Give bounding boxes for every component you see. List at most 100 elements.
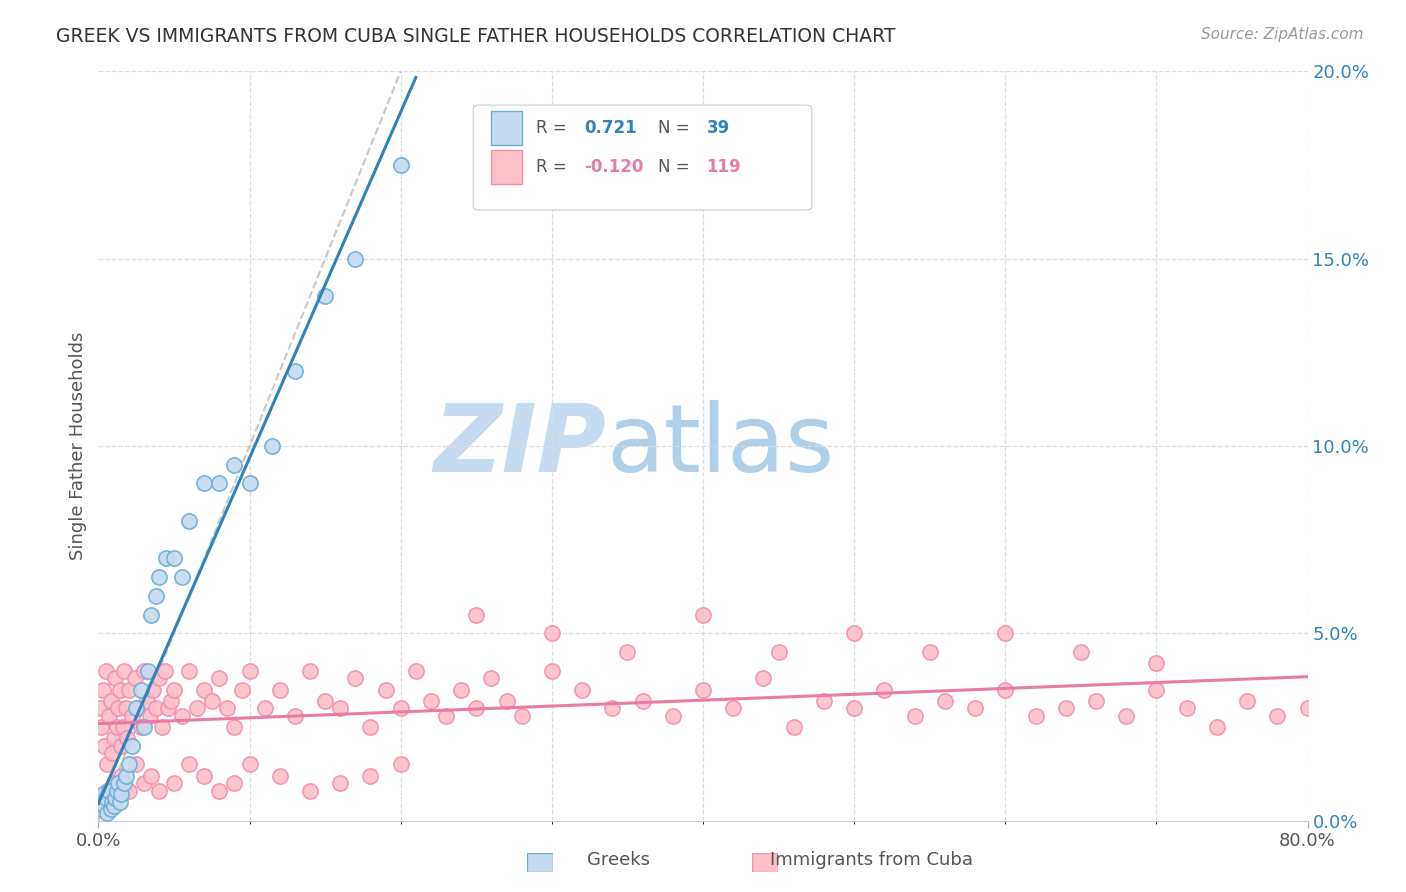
Point (100, 802, 122, 816)
Point (239, 664, 262, 678)
Point (127, 701, 149, 715)
Point (1024, 708, 1046, 723)
Point (129, 720, 152, 734)
Point (389, 158, 412, 172)
Bar (492, 150, 522, 184)
Point (179, 664, 201, 678)
Point (1206, 720, 1229, 734)
Point (208, 783, 231, 797)
Point (156, 701, 179, 715)
Point (495, 694, 517, 708)
Text: 39: 39 (707, 120, 730, 137)
Point (193, 476, 215, 491)
Point (465, 701, 488, 715)
Point (110, 769, 132, 783)
Point (360, 769, 382, 783)
Point (314, 289, 336, 303)
Text: Immigrants from Cuba: Immigrants from Cuba (770, 851, 973, 869)
Point (105, 720, 128, 734)
Text: 119: 119 (707, 158, 741, 177)
Point (239, 757, 262, 772)
Point (98, 783, 121, 797)
Point (661, 708, 683, 723)
Point (100, 694, 122, 708)
Text: N =: N = (658, 158, 690, 177)
Point (150, 720, 173, 734)
Point (104, 671, 127, 685)
Point (231, 682, 253, 697)
Point (121, 708, 143, 723)
Point (91, 682, 114, 697)
Bar (492, 112, 522, 145)
Point (90, 802, 112, 816)
Point (148, 783, 170, 797)
Point (344, 671, 367, 685)
Point (103, 798, 125, 813)
Point (139, 708, 162, 723)
Point (112, 664, 135, 678)
Point (299, 664, 322, 678)
Point (450, 682, 472, 697)
Point (118, 783, 141, 797)
Point (239, 476, 262, 491)
FancyBboxPatch shape (474, 105, 811, 210)
Point (844, 701, 866, 715)
Point (163, 776, 186, 790)
Point (132, 720, 155, 734)
Point (844, 626, 866, 640)
Point (132, 664, 155, 678)
Point (96, 783, 118, 797)
Point (965, 701, 987, 715)
Point (314, 694, 336, 708)
Point (752, 671, 775, 685)
Point (89, 795, 111, 809)
Point (994, 682, 1017, 697)
Point (420, 694, 443, 708)
Point (1070, 645, 1092, 659)
Point (125, 701, 148, 715)
Point (93, 798, 115, 813)
Point (224, 458, 246, 472)
Point (540, 626, 562, 640)
Point (114, 701, 136, 715)
Text: Greeks: Greeks (588, 851, 650, 869)
Point (1175, 701, 1198, 715)
Point (124, 671, 146, 685)
Point (193, 682, 215, 697)
Point (510, 708, 533, 723)
Point (145, 701, 167, 715)
Point (299, 783, 322, 797)
Point (110, 739, 132, 753)
Point (170, 570, 193, 584)
Point (616, 645, 638, 659)
Point (160, 694, 183, 708)
Point (125, 757, 148, 772)
Point (1144, 657, 1167, 671)
Point (148, 671, 170, 685)
Point (253, 701, 276, 715)
Point (153, 664, 176, 678)
Point (115, 731, 138, 746)
Point (389, 701, 412, 715)
Point (208, 476, 231, 491)
Point (112, 776, 135, 790)
Point (141, 769, 163, 783)
Point (284, 364, 307, 378)
Point (284, 708, 307, 723)
Point (93, 739, 115, 753)
Text: Source: ZipAtlas.com: Source: ZipAtlas.com (1201, 27, 1364, 42)
Point (136, 664, 159, 678)
Point (148, 570, 170, 584)
Point (101, 795, 124, 809)
Point (904, 708, 927, 723)
Point (111, 720, 134, 734)
Point (96, 757, 118, 772)
Point (155, 551, 177, 566)
Point (918, 645, 941, 659)
Point (631, 694, 654, 708)
Point (103, 776, 125, 790)
Point (571, 682, 593, 697)
Point (107, 776, 129, 790)
Point (374, 682, 396, 697)
Point (813, 694, 835, 708)
